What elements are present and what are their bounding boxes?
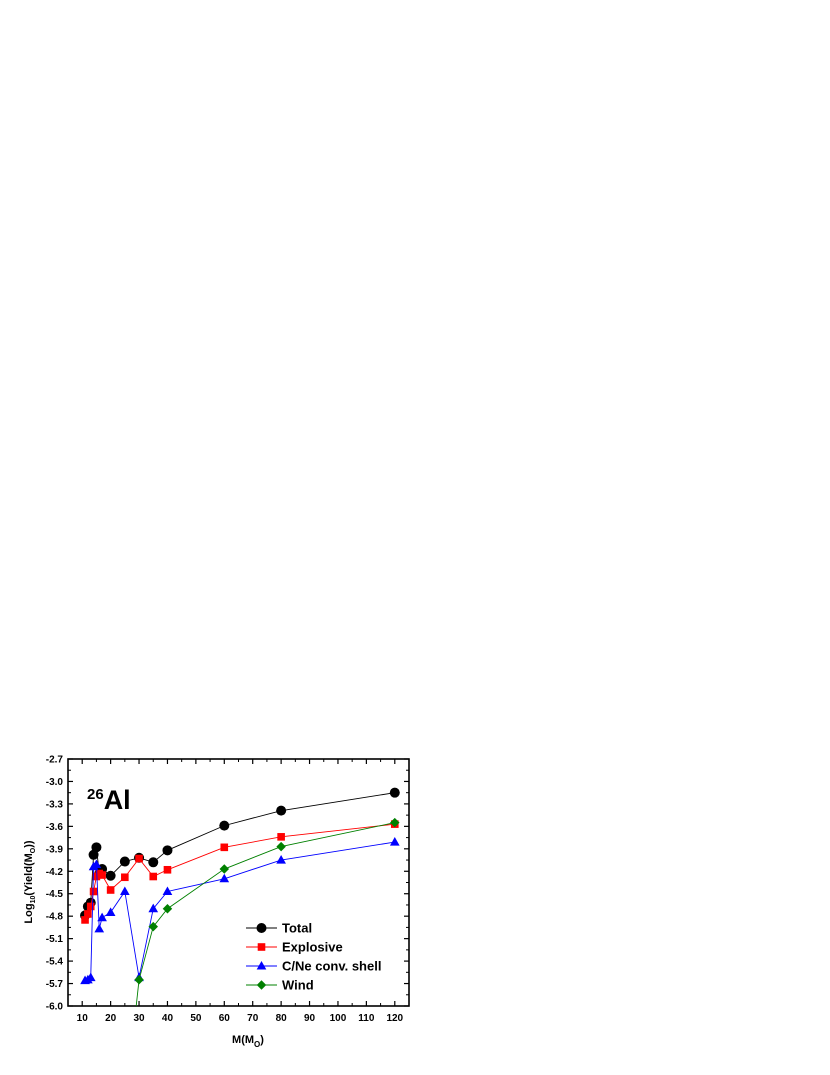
data-point-circle: [119, 856, 130, 867]
x-tick-label: 30: [133, 1013, 145, 1024]
y-tick-label: -2.7: [46, 755, 64, 766]
data-point-triangle: [120, 886, 130, 896]
legend-label: Total: [282, 921, 312, 936]
x-axis-title-sub: O: [254, 1040, 260, 1049]
data-point-square: [86, 902, 95, 911]
data-point-circle: [276, 805, 287, 816]
data-point-diamond: [134, 975, 144, 985]
data-point-triangle: [85, 972, 96, 982]
series-line: [135, 822, 395, 1007]
data-point-square: [106, 886, 115, 894]
y-axis-title-sub: O: [30, 847, 37, 853]
isotope-mass: 26: [87, 786, 104, 803]
y-tick-label: -3.0: [46, 777, 64, 788]
data-point-triangle: [389, 837, 400, 846]
data-point-circle: [162, 845, 173, 856]
data-point-circle: [91, 842, 102, 853]
data-point-square: [84, 910, 92, 918]
x-tick-label: 20: [105, 1013, 117, 1024]
y-axis-title-mid: (Yield(M: [23, 853, 35, 895]
data-point-triangle: [148, 903, 159, 913]
data-point-triangle: [91, 859, 102, 869]
legend-item: C/Ne conv. shell: [246, 959, 381, 974]
data-point-square: [163, 865, 172, 874]
x-tick-label: 70: [247, 1013, 259, 1024]
y-axis-title-sub10: 10: [30, 895, 37, 903]
legend: Total Explosive C/Ne conv. shell Wind: [246, 921, 381, 993]
data-point-square: [277, 833, 285, 841]
isotope-element: Al: [104, 785, 131, 815]
data-point-diamond: [219, 864, 230, 874]
data-point-circle: [389, 787, 400, 798]
y-tick-label: -3.9: [46, 844, 64, 855]
y-tick-label: -3.6: [46, 822, 64, 833]
data-point-triangle: [105, 907, 116, 916]
y-axis-title-close: )): [23, 840, 35, 848]
data-point-square: [121, 873, 129, 882]
isotope-annotation: 26Al: [87, 785, 131, 815]
x-axis-title-close: ): [260, 1034, 264, 1046]
data-point-diamond: [148, 921, 158, 932]
legend-label: Wind: [282, 978, 314, 993]
ticks: 10 20 30 40 50 60 70 80 90 100 110 120 -6.0 -5.7 -5.4 -…: [46, 755, 410, 1024]
data-point-triangle: [94, 923, 105, 933]
data-point-circle: [256, 923, 267, 933]
data-point-square: [257, 943, 266, 951]
series-layer: [80, 787, 400, 1007]
data-point-triangle: [276, 855, 286, 864]
data-point-triangle: [97, 912, 107, 922]
series-explosive: [81, 820, 399, 924]
data-point-square: [98, 871, 106, 879]
data-point-diamond: [390, 817, 400, 828]
series-wind: [134, 817, 400, 1007]
data-point-diamond: [256, 980, 267, 990]
data-point-diamond: [276, 841, 286, 852]
x-tick-label: 90: [304, 1013, 316, 1024]
y-tick-label: -5.7: [46, 979, 64, 990]
x-tick-label: 100: [330, 1013, 347, 1024]
data-point-triangle: [162, 886, 173, 896]
data-point-triangle: [256, 960, 267, 970]
data-point-triangle: [219, 873, 230, 883]
y-axis-title: Log10(Yield(MO)): [23, 840, 37, 923]
data-point-square: [149, 872, 158, 881]
series-line: [84, 792, 395, 916]
y-tick-label: -4.8: [46, 912, 64, 923]
y-tick-label: -5.4: [46, 957, 64, 968]
y-tick-label: -4.5: [46, 889, 64, 900]
data-point-square: [89, 887, 98, 896]
x-axis-title-base: M(M: [232, 1034, 254, 1046]
x-tick-label: 120: [386, 1013, 403, 1024]
data-point-square: [135, 854, 143, 863]
legend-item: Wind: [246, 978, 314, 993]
data-point-square: [220, 843, 229, 852]
x-tick-label: 60: [219, 1013, 231, 1024]
x-tick-label: 80: [276, 1013, 288, 1024]
x-tick-label: 50: [190, 1013, 202, 1024]
data-point-diamond: [162, 903, 173, 914]
y-tick-label: -4.2: [46, 867, 64, 878]
y-tick-label: -5.1: [46, 934, 64, 945]
legend-label: C/Ne conv. shell: [282, 959, 381, 974]
x-tick-label: 40: [162, 1013, 174, 1024]
y-tick-label: -6.0: [46, 1002, 64, 1013]
x-axis-title: M(MO): [232, 1034, 264, 1049]
y-axis-title-base: Log: [23, 903, 35, 923]
y-tick-label: -3.3: [46, 799, 64, 810]
legend-label: Explosive: [282, 940, 343, 955]
data-point-circle: [219, 820, 230, 831]
data-point-square: [81, 916, 89, 924]
data-point-circle: [148, 857, 159, 868]
x-tick-label: 110: [358, 1013, 375, 1024]
legend-item: Total: [246, 921, 312, 936]
data-point-circle: [105, 870, 116, 881]
legend-item: Explosive: [246, 940, 343, 955]
x-tick-label: 10: [77, 1013, 89, 1024]
series-line: [84, 823, 395, 921]
